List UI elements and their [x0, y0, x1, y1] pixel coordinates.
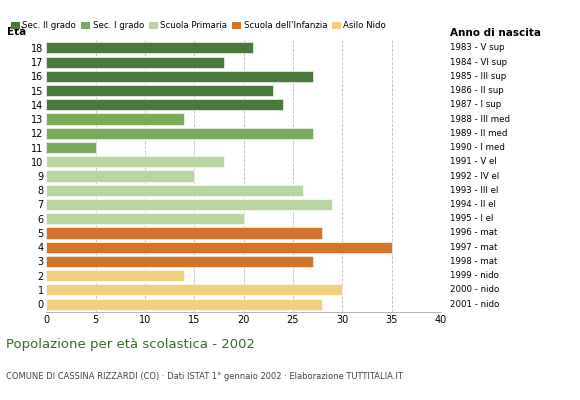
- Text: 1991 - V el: 1991 - V el: [450, 157, 497, 166]
- Text: 1985 - III sup: 1985 - III sup: [450, 72, 506, 81]
- Bar: [46, 228, 322, 238]
- Bar: [46, 99, 283, 110]
- Text: 1986 - II sup: 1986 - II sup: [450, 86, 504, 95]
- Text: 1992 - IV el: 1992 - IV el: [450, 172, 499, 180]
- Text: Popolazione per età scolastica - 2002: Popolazione per età scolastica - 2002: [6, 338, 255, 351]
- Bar: [46, 128, 313, 139]
- Text: COMUNE DI CASSINA RIZZARDI (CO) · Dati ISTAT 1° gennaio 2002 · Elaborazione TUTT: COMUNE DI CASSINA RIZZARDI (CO) · Dati I…: [6, 372, 403, 381]
- Text: 1983 - V sup: 1983 - V sup: [450, 43, 505, 52]
- Bar: [46, 199, 332, 210]
- Text: 1998 - mat: 1998 - mat: [450, 257, 498, 266]
- Bar: [46, 156, 224, 167]
- Text: Anno di nascita: Anno di nascita: [450, 28, 541, 38]
- Legend: Sec. II grado, Sec. I grado, Scuola Primaria, Scuola dell'Infanzia, Asilo Nido: Sec. II grado, Sec. I grado, Scuola Prim…: [11, 21, 386, 30]
- Text: Età: Età: [7, 27, 26, 37]
- Text: 1984 - VI sup: 1984 - VI sup: [450, 58, 507, 66]
- Bar: [46, 42, 253, 53]
- Bar: [46, 56, 224, 68]
- Bar: [46, 71, 313, 82]
- Text: 1989 - II med: 1989 - II med: [450, 129, 508, 138]
- Bar: [46, 185, 303, 196]
- Bar: [46, 142, 96, 153]
- Text: 1999 - nido: 1999 - nido: [450, 271, 499, 280]
- Text: 2000 - nido: 2000 - nido: [450, 286, 499, 294]
- Text: 1990 - I med: 1990 - I med: [450, 143, 505, 152]
- Text: 1993 - III el: 1993 - III el: [450, 186, 498, 195]
- Bar: [46, 299, 322, 310]
- Bar: [46, 270, 184, 281]
- Text: 1996 - mat: 1996 - mat: [450, 228, 498, 238]
- Bar: [46, 170, 194, 182]
- Text: 1995 - I el: 1995 - I el: [450, 214, 494, 223]
- Bar: [46, 242, 392, 253]
- Bar: [46, 213, 244, 224]
- Text: 2001 - nido: 2001 - nido: [450, 300, 499, 309]
- Text: 1987 - I sup: 1987 - I sup: [450, 100, 501, 109]
- Bar: [46, 114, 184, 124]
- Bar: [46, 85, 273, 96]
- Bar: [46, 256, 313, 267]
- Text: 1997 - mat: 1997 - mat: [450, 243, 498, 252]
- Bar: [46, 284, 342, 296]
- Text: 1988 - III med: 1988 - III med: [450, 114, 510, 124]
- Text: 1994 - II el: 1994 - II el: [450, 200, 496, 209]
